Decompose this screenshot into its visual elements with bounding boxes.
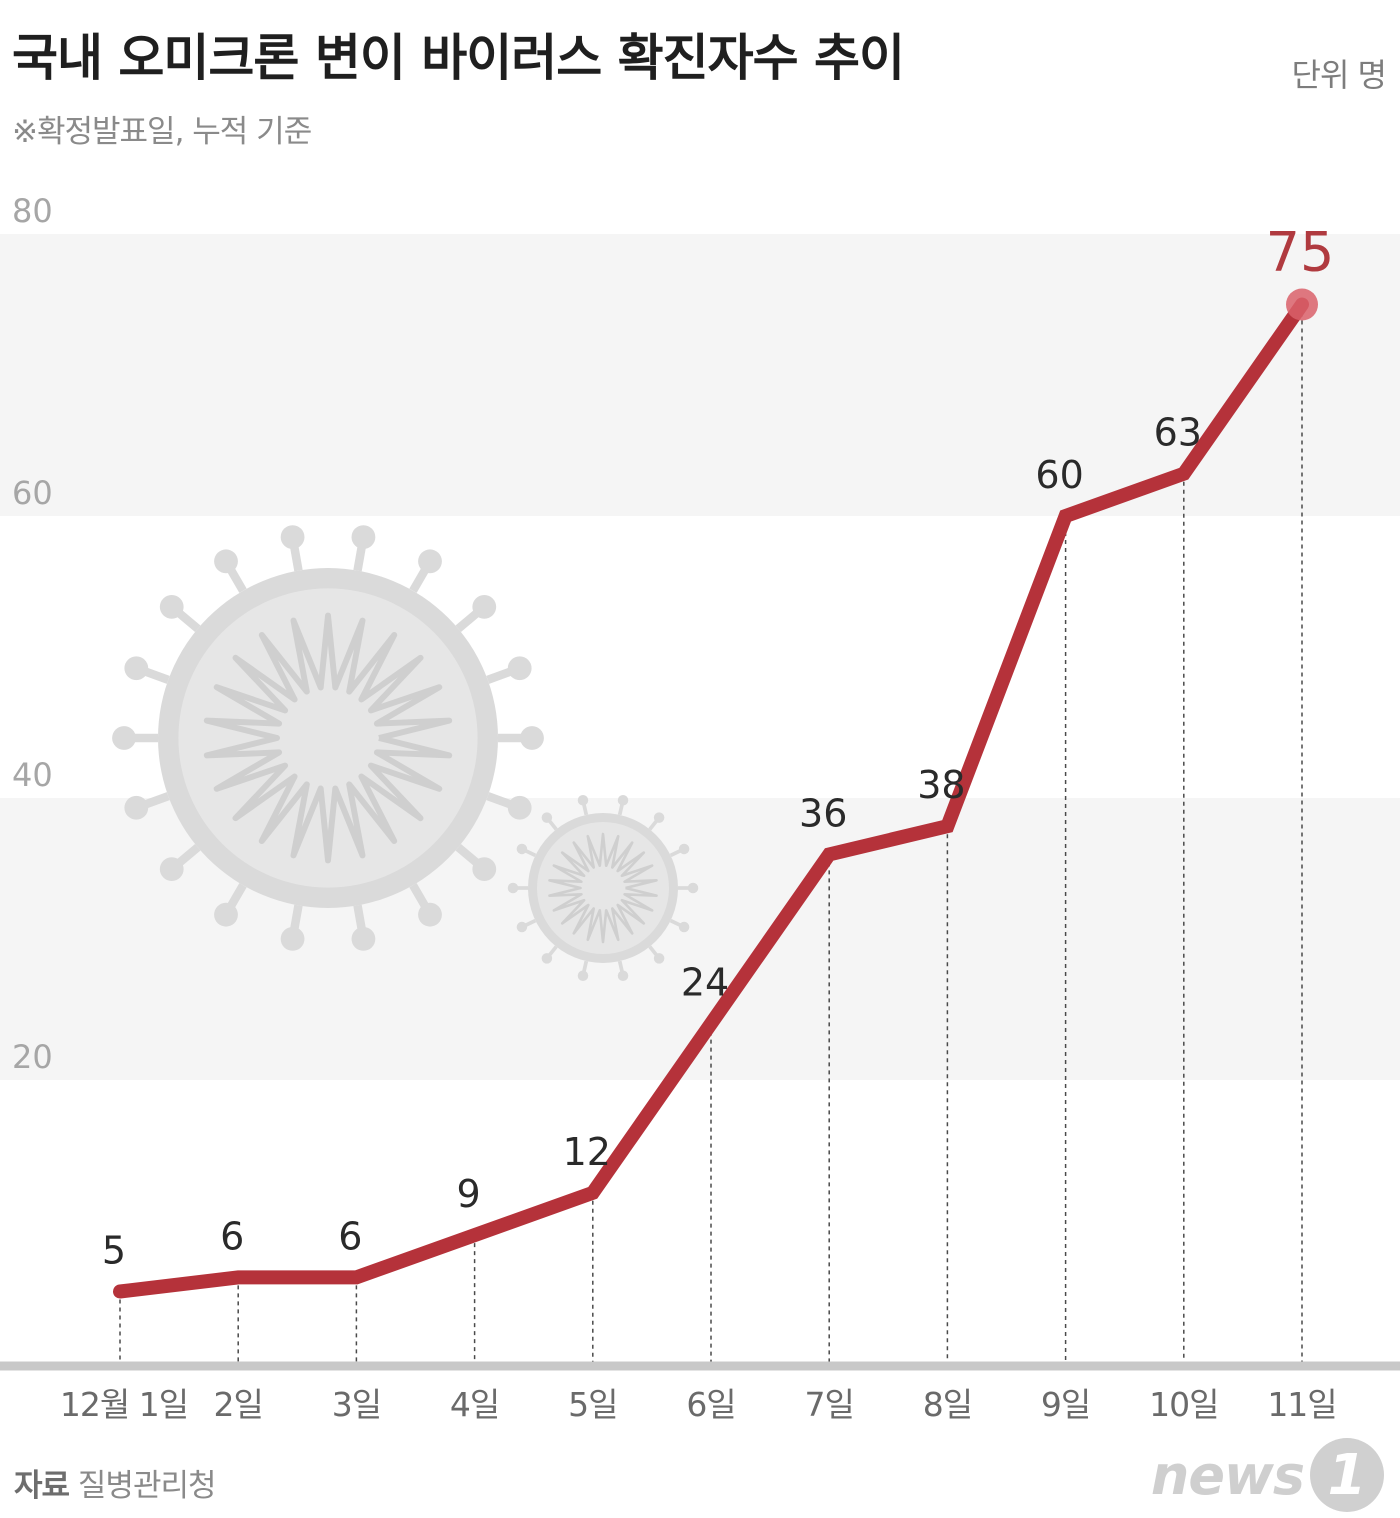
virus-spike-head bbox=[541, 953, 553, 964]
data-label: 6 bbox=[220, 1214, 244, 1258]
virus-spike-head bbox=[507, 795, 532, 820]
chart-subtitle: ※확정발표일, 누적 기준 bbox=[12, 114, 312, 150]
virus-spike-head bbox=[214, 902, 238, 927]
virus-spike-head bbox=[617, 795, 629, 806]
virus-spike-head bbox=[351, 927, 376, 951]
background-bands bbox=[0, 234, 1400, 1080]
chart-title: 국내 오미크론 변이 바이러스 확진자수 추이 bbox=[12, 29, 905, 87]
data-label: 5 bbox=[102, 1229, 126, 1273]
data-label: 63 bbox=[1154, 411, 1202, 455]
brand-logo: news 1 bbox=[1151, 1438, 1384, 1512]
x-tick-label: 4일 bbox=[450, 1385, 499, 1424]
data-points bbox=[1286, 288, 1318, 321]
virus-small-icon bbox=[507, 795, 699, 981]
virus-spike-head bbox=[124, 795, 149, 820]
series-line bbox=[113, 297, 1309, 1299]
brand-badge-icon: 1 bbox=[1310, 1438, 1384, 1512]
virus-spike-head bbox=[678, 921, 690, 933]
virus-spike-head bbox=[577, 795, 589, 806]
virus-large-icon bbox=[112, 525, 544, 951]
y-tick-label: 60 bbox=[12, 474, 53, 512]
virus-spike-head bbox=[472, 594, 497, 619]
virus-spike-head bbox=[541, 812, 553, 823]
virus-spike-head bbox=[516, 843, 528, 855]
virus-spike-head bbox=[159, 594, 184, 619]
virus-spike-head bbox=[472, 857, 497, 882]
virus-spike-head bbox=[112, 726, 136, 750]
data-label: 75 bbox=[1266, 221, 1335, 284]
x-tick-label: 8일 bbox=[923, 1385, 972, 1424]
point-highlight bbox=[1286, 288, 1318, 321]
x-tick-label: 11일 bbox=[1267, 1385, 1336, 1424]
x-tick-label: 6일 bbox=[686, 1385, 735, 1424]
brand-wordmark: news bbox=[1150, 1443, 1305, 1507]
x-tick-label: 3일 bbox=[332, 1385, 381, 1424]
virus-core bbox=[537, 822, 669, 954]
virus-spike-head bbox=[214, 549, 238, 574]
line-chart: 20 40 60 80 5 6 6 9 12 24 36 38 60 63 75 12월 1일 2일 3일 4일… bbox=[0, 192, 1400, 1424]
x-tick-label: 9일 bbox=[1041, 1385, 1090, 1424]
virus-spike-head bbox=[516, 921, 528, 933]
virus-spike-head bbox=[280, 525, 305, 549]
source-name: 질병관리청 bbox=[77, 1468, 217, 1504]
virus-spike-head bbox=[418, 549, 442, 574]
virus-spike-head bbox=[653, 953, 665, 964]
data-label: 60 bbox=[1035, 453, 1083, 497]
virus-spike-head bbox=[280, 927, 305, 951]
virus-pattern bbox=[203, 612, 453, 864]
virus-spike-head bbox=[159, 857, 184, 882]
x-tick-label: 10일 bbox=[1149, 1385, 1218, 1424]
virus-core bbox=[178, 588, 478, 888]
virus-spike-head bbox=[418, 902, 442, 927]
y-tick-label: 80 bbox=[12, 192, 53, 230]
virus-spike-head bbox=[351, 525, 376, 549]
x-axis-ticks: 12월 1일 2일 3일 4일 5일 6일 7일 8일 9일 10일 11일 bbox=[60, 1385, 1338, 1424]
drop-lines bbox=[119, 304, 1303, 1362]
source-label: 자료 bbox=[14, 1468, 70, 1504]
virus-spike-head bbox=[507, 656, 532, 681]
data-label: 38 bbox=[917, 763, 965, 807]
x-tick-label: 7일 bbox=[805, 1385, 854, 1424]
source-note: 자료 질병관리청 bbox=[14, 1460, 217, 1505]
x-tick-label: 12월 1일 bbox=[60, 1385, 188, 1424]
unit-label: 단위 명 bbox=[1291, 56, 1387, 94]
virus-spike-head bbox=[678, 843, 690, 855]
band-60-80 bbox=[0, 234, 1400, 516]
virus-spike-head bbox=[687, 882, 699, 894]
y-tick-label: 40 bbox=[12, 756, 53, 794]
virus-spike-head bbox=[617, 970, 629, 981]
x-tick-label: 2일 bbox=[214, 1385, 263, 1424]
data-label: 9 bbox=[457, 1172, 481, 1216]
data-label: 36 bbox=[799, 791, 847, 835]
virus-spike-head bbox=[577, 970, 589, 981]
data-labels: 5 6 6 9 12 24 36 38 60 63 75 bbox=[102, 221, 1334, 1273]
y-axis-ticks: 20 40 60 80 bbox=[12, 192, 53, 1076]
virus-illustration bbox=[112, 525, 699, 981]
data-label: 24 bbox=[681, 961, 729, 1005]
data-label: 12 bbox=[563, 1130, 611, 1174]
virus-spike-head bbox=[507, 882, 519, 894]
virus-spike-head bbox=[124, 656, 149, 681]
virus-spike-head bbox=[520, 726, 544, 750]
virus-spike-head bbox=[653, 812, 665, 823]
virus-pattern bbox=[548, 832, 658, 944]
y-tick-label: 20 bbox=[12, 1038, 53, 1076]
x-tick-label: 5일 bbox=[568, 1385, 617, 1424]
data-label: 6 bbox=[338, 1214, 362, 1258]
